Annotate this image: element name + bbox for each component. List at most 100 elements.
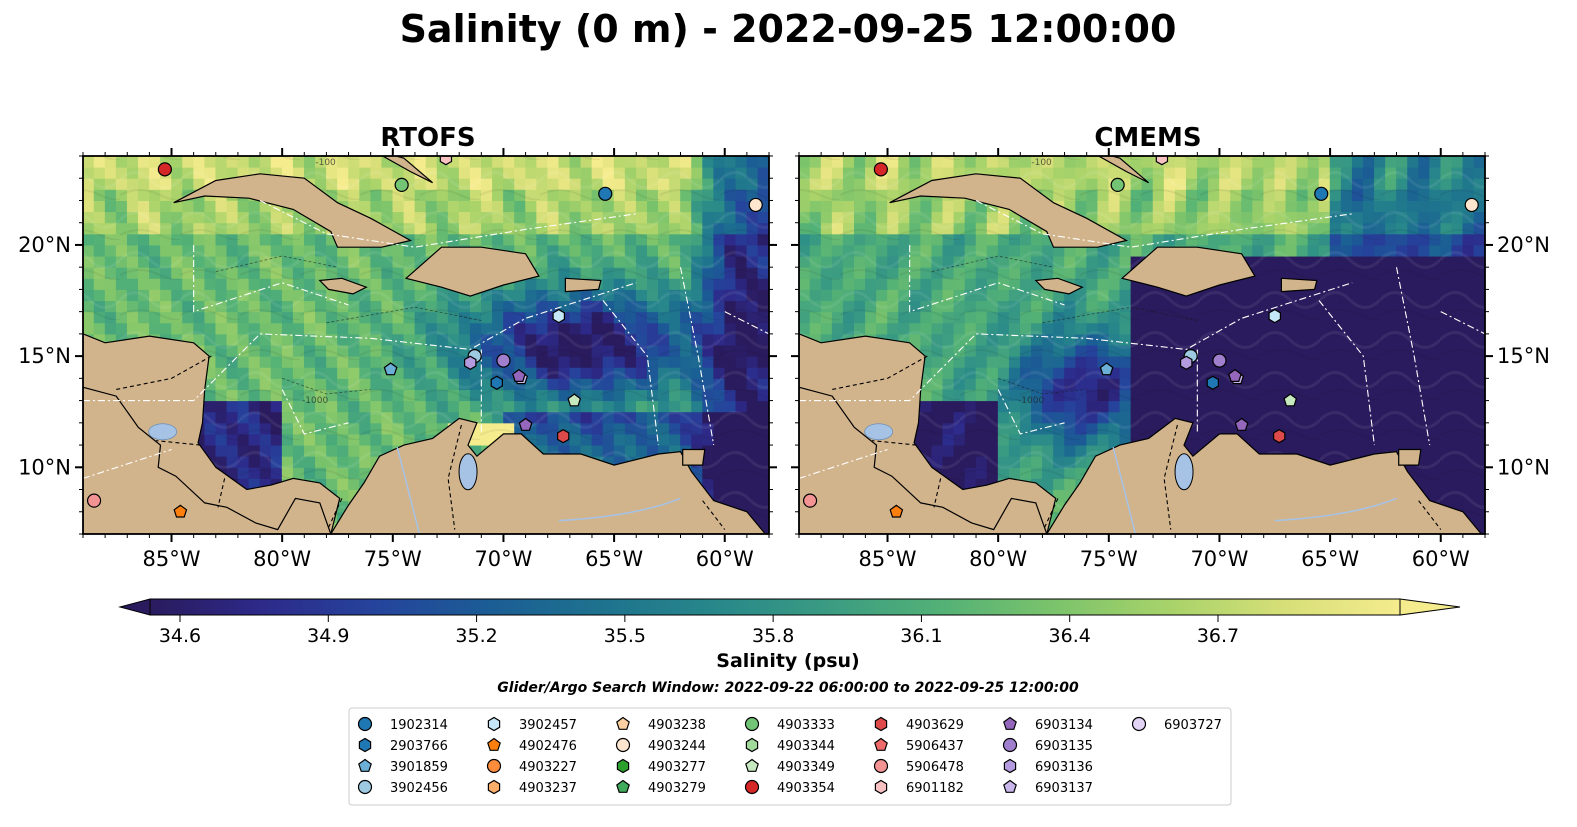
platform-marker bbox=[173, 504, 188, 518]
platform-marker bbox=[1206, 375, 1220, 390]
panel-cmems: CMEMS -100 -1000 85°W 80°W 75°W 70°W 65°W 60°W 2… bbox=[791, 123, 1550, 571]
legend-marker bbox=[357, 716, 373, 732]
legend-label: 6901182 bbox=[906, 781, 964, 796]
legend-label: 4903349 bbox=[777, 760, 835, 775]
legend-entry: 4903227 bbox=[486, 758, 577, 775]
legend-entry: 4903238 bbox=[616, 716, 706, 733]
legend-entry: 4902476 bbox=[487, 737, 577, 754]
legend-marker bbox=[616, 758, 630, 774]
y-tick-label: 20°N bbox=[1497, 233, 1550, 257]
legend: 1902314 2903766 3901859 3902456 3902457 49024… bbox=[348, 707, 1232, 806]
river-magdalena bbox=[1112, 447, 1137, 534]
legend-entry: 4903349 bbox=[745, 758, 835, 775]
legend-marker bbox=[744, 779, 760, 795]
land-trinidad bbox=[1398, 448, 1422, 466]
legend-label: 6903136 bbox=[1035, 760, 1093, 775]
country-border bbox=[702, 500, 726, 530]
eez-boundary bbox=[679, 267, 715, 446]
legend-marker bbox=[615, 737, 631, 753]
land-hispaniola bbox=[1120, 246, 1256, 297]
platform-marker bbox=[748, 197, 763, 213]
legend-marker bbox=[616, 779, 630, 793]
river-magdalena bbox=[396, 447, 421, 534]
legend-entry: 6903727 bbox=[1131, 716, 1222, 733]
bathymetry-contour bbox=[998, 377, 1087, 395]
legend-marker bbox=[358, 758, 372, 772]
x-tick-label: 80°W bbox=[253, 547, 311, 571]
eez-boundary bbox=[281, 389, 349, 435]
legend-label: 6903137 bbox=[1035, 781, 1093, 796]
platform-marker bbox=[464, 355, 477, 370]
colorbar-body bbox=[149, 598, 1401, 616]
platform-marker bbox=[439, 156, 453, 166]
colorbar-tick-label: 34.9 bbox=[307, 625, 349, 647]
eez-boundary bbox=[193, 244, 349, 313]
platform-marker bbox=[496, 353, 511, 368]
legend-marker bbox=[486, 758, 502, 774]
lake-maracaibo bbox=[1174, 453, 1194, 491]
eez-boundary bbox=[83, 448, 172, 479]
legend-marker bbox=[874, 716, 888, 732]
legend-marker bbox=[874, 737, 888, 751]
platform-marker bbox=[490, 375, 503, 390]
eez-boundary bbox=[1440, 311, 1485, 335]
legend-entry: 4903333 bbox=[744, 716, 835, 733]
legend-marker bbox=[1003, 758, 1017, 774]
platform-marker bbox=[1234, 417, 1249, 431]
land-cuba bbox=[889, 173, 1129, 248]
x-tick-label: 85°W bbox=[143, 547, 201, 571]
land-bahamas bbox=[1097, 156, 1149, 184]
land-puertorico bbox=[564, 277, 602, 293]
country-border bbox=[1044, 498, 1059, 528]
river-orinoco bbox=[558, 497, 681, 522]
panel-title-rtofs: RTOFS bbox=[380, 123, 475, 153]
contour-label: -100 bbox=[1031, 158, 1052, 168]
eez-boundary bbox=[724, 311, 769, 335]
land-pacificcoast bbox=[799, 386, 1048, 534]
legend-label: 6903135 bbox=[1035, 739, 1093, 754]
land-bahamas bbox=[381, 156, 433, 184]
legend-entry: 6903137 bbox=[1003, 779, 1093, 796]
colorbar-extend-high bbox=[1399, 598, 1461, 616]
legend-marker bbox=[744, 716, 760, 732]
platform-marker bbox=[1155, 156, 1169, 166]
lake-maracaibo bbox=[458, 453, 478, 491]
platform-marker bbox=[1228, 368, 1242, 382]
legend-entry: 3902456 bbox=[357, 779, 448, 796]
y-tick-label: 10°N bbox=[1497, 455, 1550, 479]
legend-marker bbox=[1003, 716, 1017, 730]
legend-label: 3901859 bbox=[390, 760, 448, 775]
legend-marker bbox=[873, 758, 889, 774]
eez-boundary bbox=[975, 199, 1353, 248]
legend-marker bbox=[487, 779, 501, 795]
legend-label: 4903277 bbox=[648, 760, 706, 775]
contour-label: -1000 bbox=[1018, 396, 1044, 406]
legend-label: 6903727 bbox=[1164, 718, 1222, 733]
platform-marker bbox=[556, 429, 570, 444]
colorbar-ticks: 34.6 34.9 35.2 35.5 35.8 36.1 36.4 36.7 bbox=[159, 615, 1239, 647]
legend-entry: 6903135 bbox=[1002, 737, 1093, 754]
legend-label: 6903134 bbox=[1035, 718, 1093, 733]
legend-entry: 2903766 bbox=[358, 737, 448, 754]
colorbar-tick-label: 35.8 bbox=[752, 625, 794, 647]
legend-entry: 4903629 bbox=[874, 716, 964, 733]
legend-entry: 4903244 bbox=[615, 737, 706, 754]
platform-marker bbox=[1272, 429, 1286, 444]
land-puertorico bbox=[1280, 277, 1318, 293]
country-border bbox=[155, 440, 201, 446]
river-orinoco bbox=[1274, 497, 1397, 522]
platform-marker bbox=[86, 493, 102, 508]
x-tick-label: 65°W bbox=[585, 547, 643, 571]
legend-entry: 6901182 bbox=[874, 779, 964, 796]
colorbar-tick-label: 35.2 bbox=[455, 625, 497, 647]
legend-label: 4903244 bbox=[648, 739, 706, 754]
platform-marker bbox=[1179, 355, 1193, 370]
legend-marker bbox=[1002, 737, 1018, 753]
eez-boundary bbox=[259, 199, 637, 248]
platform-marker bbox=[552, 308, 566, 324]
legend-label: 4902476 bbox=[519, 739, 577, 754]
land-pacificcoast bbox=[83, 386, 332, 534]
colorbar-tick-label: 36.7 bbox=[1197, 625, 1239, 647]
y-tick-label: 10°N bbox=[18, 455, 71, 479]
